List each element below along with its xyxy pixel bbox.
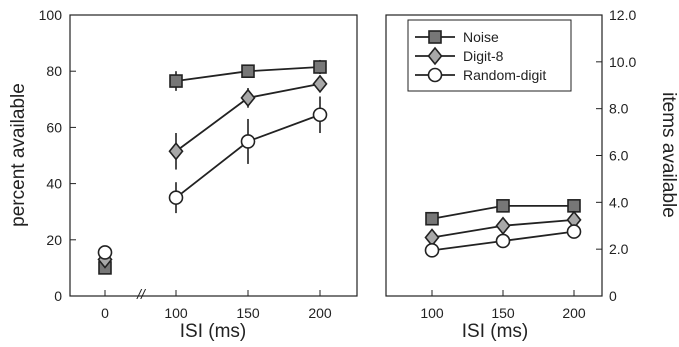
x-axis-title: ISI (ms): [180, 321, 247, 342]
y-tick-label: 10.0: [609, 54, 636, 70]
y-tick-label: 6.0: [609, 148, 629, 164]
y-tick-label: 100: [39, 7, 63, 23]
x-tick-label: 100: [420, 305, 444, 321]
axis-break-mark: //: [136, 286, 147, 302]
data-point-random-digit: [168, 190, 184, 205]
y-tick-label: 12.0: [609, 7, 636, 23]
data-point-noise: [169, 74, 183, 88]
x-tick-label: 0: [101, 305, 109, 321]
left-panel: 0 20 40 60 80 100 0 100 150 200 // ISI (ms) percent …: [8, 7, 358, 342]
data-point-digit-8: [240, 88, 256, 108]
data-point-random-digit: [566, 224, 582, 239]
data-point-noise: [313, 60, 327, 74]
y-tick-label: 8.0: [609, 101, 629, 117]
data-point-noise: [241, 64, 255, 78]
data-point-random-digit: [424, 243, 440, 258]
y-tick-label: 4.0: [609, 194, 629, 210]
data-point-noise: [496, 199, 510, 213]
data-point-digit-8: [495, 216, 511, 236]
y-tick-label: 60: [46, 119, 62, 135]
legend-label-noise: Noise: [463, 29, 499, 45]
x-tick-label: 100: [164, 305, 188, 321]
y-tick-label: 2.0: [609, 241, 629, 257]
legend-marker-noise: [428, 30, 442, 44]
y-axis-title: percent available: [8, 83, 29, 227]
data-point-digit-8: [312, 74, 328, 94]
x-tick-label: 200: [562, 305, 586, 321]
y-tick-label: 0: [54, 288, 62, 304]
y-tick-label: 20: [46, 232, 62, 248]
data-point-random-digit: [495, 233, 511, 249]
data-point-digit-8: [168, 142, 184, 161]
y-tick-label: 40: [46, 176, 62, 192]
legend-marker-random-digit: [427, 67, 443, 83]
left-plot-frame: [69, 14, 358, 297]
y-tick-label: 0: [609, 288, 617, 304]
right-panel: 0 2.0 4.0 6.0 8.0 10.0 12.0 100 150 200 ISI (ms) it…: [385, 7, 679, 342]
data-point-random-digit: [312, 107, 328, 123]
legend-label-random-digit: Random-digit: [463, 67, 546, 83]
data-point-noise: [425, 211, 439, 226]
x-tick-label: 200: [308, 305, 332, 321]
x-tick-label: 150: [236, 305, 260, 321]
x-axis-title: ISI (ms): [462, 321, 529, 342]
data-point-random-digit: [240, 134, 256, 149]
legend: Noise Digit-8 Random-digit: [407, 19, 572, 92]
y-tick-label: 80: [46, 63, 62, 79]
legend-label-digit-8: Digit-8: [463, 48, 504, 64]
y-axis-title: items available: [658, 92, 679, 218]
baseline-point-random-digit: [97, 245, 113, 260]
legend-marker-digit-8: [427, 46, 443, 66]
x-tick-label: 150: [491, 305, 515, 321]
data-point-noise: [567, 199, 581, 213]
